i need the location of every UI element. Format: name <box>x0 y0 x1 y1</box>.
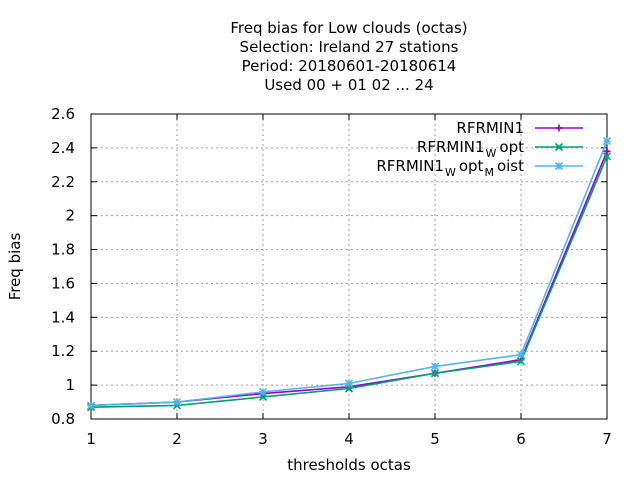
x-tick-label: 3 <box>258 430 268 448</box>
axis-ticks: 1 2 3 4 5 6 7 0.8 1 1.2 1.4 1.6 1.8 2 2.2 2.4 2.6 <box>51 105 612 448</box>
y-tick-label: 1 <box>65 376 75 394</box>
title-line-2: Selection: Ireland 27 stations <box>240 38 459 56</box>
x-tick-label: 2 <box>172 430 182 448</box>
data-point <box>430 369 440 378</box>
x-tick-label: 4 <box>344 430 354 448</box>
y-tick-label: 1.4 <box>51 308 75 326</box>
series-3 <box>86 137 612 410</box>
x-tick-label: 6 <box>516 430 526 448</box>
grid <box>91 114 607 419</box>
data-point <box>602 152 612 161</box>
data-point <box>603 147 611 155</box>
y-tick-label: 2 <box>65 207 75 225</box>
y-tick-label: 2.4 <box>51 139 75 157</box>
legend-item: RFRMIN1W opt <box>417 138 583 160</box>
title-line-1: Freq bias for Low clouds (octas) <box>230 19 467 37</box>
data-point <box>554 142 564 152</box>
data-point <box>86 401 96 410</box>
data-point <box>172 397 182 407</box>
data-point <box>602 137 612 146</box>
data-point <box>344 379 354 388</box>
data-point <box>516 357 526 366</box>
y-tick-label: 1.6 <box>51 274 75 292</box>
legend-label: RFRMIN1W opt <box>417 138 524 160</box>
data-point <box>554 161 564 171</box>
title-line-3: Period: 20180601-20180614 <box>242 57 457 75</box>
title-line-4: Used 00 + 01 02 ... 24 <box>264 76 433 94</box>
y-tick-label: 1.2 <box>51 342 75 360</box>
y-tick-label: 2.6 <box>51 105 75 123</box>
data-point <box>258 387 268 396</box>
legend-item: RFRMIN1W optM oist <box>376 157 583 179</box>
y-tick-label: 0.8 <box>51 410 75 428</box>
x-tick-label: 1 <box>86 430 96 448</box>
series-2 <box>86 152 612 412</box>
y-tick-label: 2.2 <box>51 173 75 191</box>
data-point <box>516 350 526 359</box>
y-axis-label: Freq bias <box>6 233 24 301</box>
data-point <box>555 124 563 132</box>
x-axis-label: thresholds octas <box>287 456 411 474</box>
x-tick-label: 7 <box>602 430 612 448</box>
legend-item: RFRMIN1 <box>456 119 583 137</box>
x-tick-label: 5 <box>430 430 440 448</box>
series <box>86 137 612 412</box>
legend-label: RFRMIN1W optM oist <box>376 157 524 179</box>
legend-label: RFRMIN1 <box>456 119 524 137</box>
data-point <box>430 362 440 371</box>
chart-title: Freq bias for Low clouds (octas)Selectio… <box>230 19 467 94</box>
y-tick-label: 1.8 <box>51 241 75 259</box>
